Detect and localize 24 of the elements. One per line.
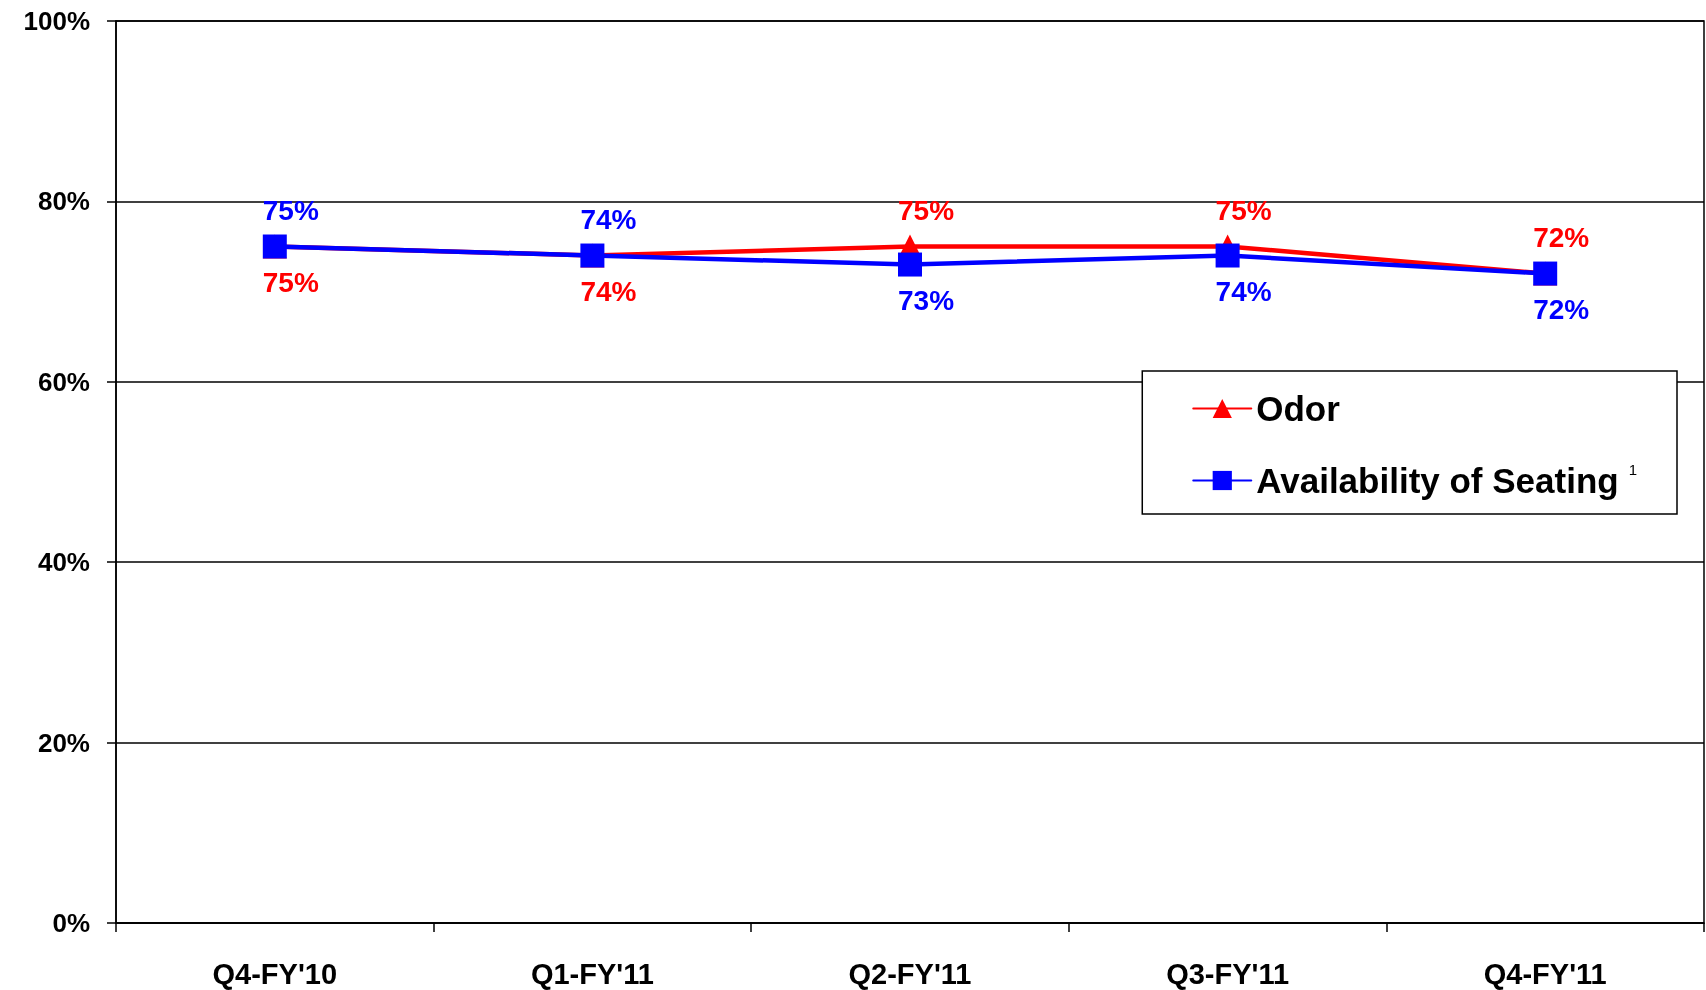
y-tick-label: 20% bbox=[37, 727, 90, 758]
y-tick-label: 0% bbox=[52, 908, 90, 938]
data-label: 72% bbox=[1533, 294, 1590, 326]
x-tick-label: Q3-FY'11 bbox=[1166, 957, 1290, 990]
y-tick-label: 40% bbox=[37, 547, 90, 578]
legend-label: Odor bbox=[1256, 389, 1341, 428]
data-label: 73% bbox=[898, 285, 955, 317]
y-tick-label: 100% bbox=[23, 6, 90, 36]
point bbox=[898, 252, 922, 277]
data-label: 74% bbox=[1215, 276, 1272, 308]
data-label: 75% bbox=[262, 267, 319, 298]
data-label: 75% bbox=[898, 195, 955, 226]
data-label: 74% bbox=[580, 204, 637, 236]
point bbox=[1215, 243, 1240, 268]
data-label: 75% bbox=[262, 195, 319, 226]
x-tick-label: Q4-FY'10 bbox=[212, 957, 338, 990]
data-label: 75% bbox=[1215, 195, 1272, 226]
y-tick-label: 80% bbox=[37, 186, 90, 217]
x-tick-label: Q4-FY'11 bbox=[1483, 957, 1607, 990]
data-label: 74% bbox=[580, 276, 637, 308]
x-tick-label: Q2-FY'11 bbox=[848, 957, 972, 990]
y-tick-label: 60% bbox=[37, 366, 90, 397]
x-tick-label: Q1-FY'11 bbox=[530, 957, 654, 990]
data-label: 72% bbox=[1533, 222, 1590, 254]
